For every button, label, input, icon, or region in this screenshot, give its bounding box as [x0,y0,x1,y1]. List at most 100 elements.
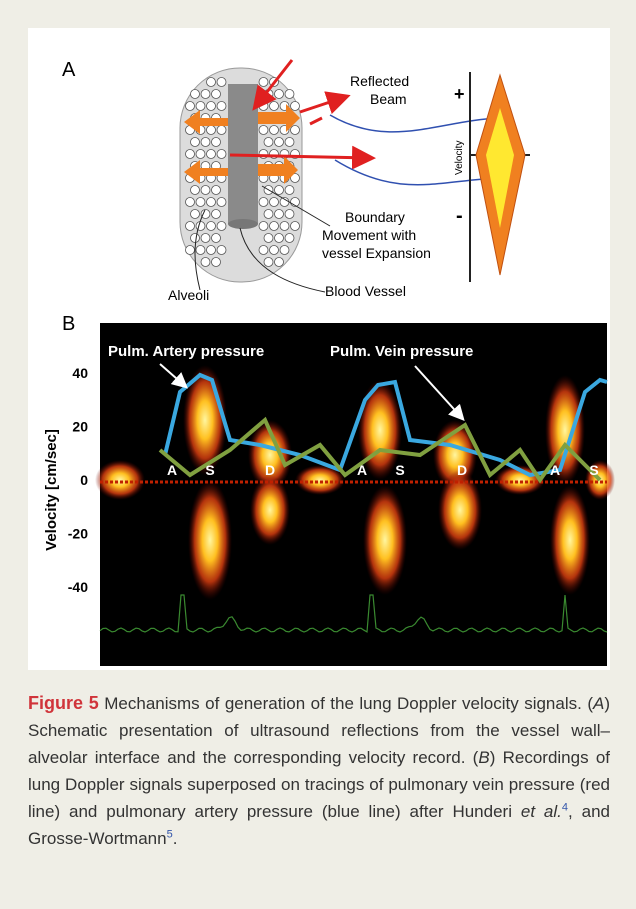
alveolus [263,233,274,243]
wave-label: S [205,462,214,478]
alveolus [200,89,211,99]
alveolus [211,209,221,219]
alveolus [274,89,284,99]
alveolus [190,233,200,243]
alveolus [216,77,227,87]
vein-arrow [414,365,465,421]
alveolus [279,221,290,231]
doppler-blob [248,420,292,490]
caption-text: A [592,694,605,713]
alveolus [274,233,284,243]
alveolus [216,245,227,255]
alveolus [274,137,284,147]
doppler-blob [438,470,482,550]
ecg-trace [99,594,608,633]
doppler-blob [250,475,290,545]
minus: - [456,205,463,227]
figure: A Reflected Beam Boundary Movement with ves… [28,28,615,670]
alveolus [269,101,279,111]
doppler-blob [358,380,402,480]
alveolus [269,221,279,231]
alveolus [290,173,300,183]
alveolus [195,245,206,255]
doppler-blob [550,485,590,595]
figure-label: Figure 5 [28,693,99,713]
alveolus [190,185,200,195]
alveolus [185,197,195,207]
alveolus [185,149,195,159]
caption-text: , and Grosse-Wortmann [28,802,610,848]
vein-trace [158,416,602,484]
wave-label: A [357,462,367,478]
wave-label: A [167,462,177,478]
alveolus [216,125,227,135]
artery-trace [163,372,608,478]
alveolus [284,209,295,219]
alveolus [258,77,269,87]
y-axis-label: Velocity [cm/sec] [43,429,60,551]
alveolus [258,221,269,231]
alveolus [258,197,269,207]
doppler-blob [363,485,407,595]
alveolus [185,101,195,111]
alveolus [206,245,216,255]
alveolus [274,257,284,267]
alveolus [290,221,300,231]
panel-label: A [62,59,76,81]
reference: 4 [561,801,569,814]
alveolus [216,221,227,231]
blue-links [329,112,503,186]
y-tick-label: 20 [72,418,88,434]
reference: 5 [166,828,173,841]
reflected-label: Reflected Beam [350,73,409,107]
alveolus [190,89,200,99]
wave-label: S [589,462,598,478]
wave-label: A [550,462,560,478]
wave-label: S [395,462,404,478]
alveolus [290,125,300,135]
y-tick-label: -40 [68,579,88,595]
alveolus [269,245,279,255]
caption-text: . [172,829,178,848]
doppler-blob [188,480,232,600]
vein-label: Pulm. Vein pressure [330,343,473,360]
doppler-blob [95,460,145,500]
alveolus [206,221,216,231]
alveolus [195,221,206,231]
alveolus [211,257,221,267]
alveolus [269,125,279,135]
alveolus [200,137,211,147]
y-tick-label: 0 [80,472,88,488]
panel-label: B [62,313,75,335]
alveolus [290,101,300,111]
caption: Figure 5 Mechanisms of generation of the… [28,690,610,852]
alveolus [274,209,284,219]
alveolus [185,245,195,255]
caption-text: et al. [520,802,562,821]
alveolus [284,137,295,147]
plus: + [454,84,465,104]
alveolus [211,137,221,147]
y-tick-label: 40 [72,365,88,381]
caption-text: ) Schematic presentation of ultrasound r… [28,694,610,767]
velocity-label: Velocity [454,141,465,175]
alveolus [216,197,227,207]
alveolus [274,185,284,195]
doppler-blob [495,465,545,495]
alveolus [211,89,221,99]
alveolus [211,233,221,243]
orange-arrows [184,104,300,184]
alveolus [195,101,206,111]
alveolus [190,209,200,219]
alveolus [279,245,290,255]
alveolus [269,197,279,207]
caption-text: B [478,748,490,767]
leader-lines [194,185,331,293]
beams [229,59,376,170]
doppler-blob [295,465,345,495]
y-tick-label: -20 [68,526,88,542]
alveolus [206,101,216,111]
alveolus [216,149,227,159]
alveolus [190,137,200,147]
